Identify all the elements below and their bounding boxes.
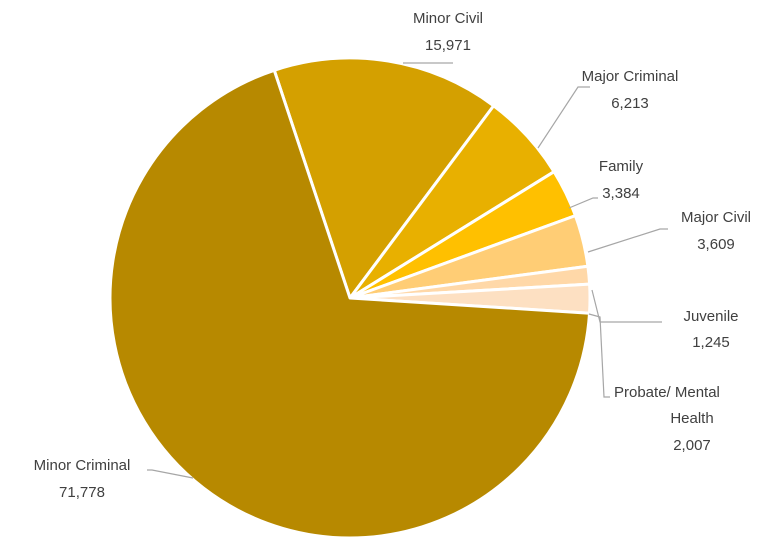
category-label-minor-criminal: Minor Criminal bbox=[34, 457, 131, 474]
data-labels: Minor Civil 15,971 Major Criminal 6,213 Fami… bbox=[34, 10, 751, 501]
leader-line-minor-criminal bbox=[147, 469, 194, 479]
leader-line-major-criminal bbox=[537, 86, 590, 149]
category-label-major-civil: Major Civil bbox=[681, 209, 751, 226]
pie-slice-minor-criminal bbox=[108, 68, 592, 537]
value-label-major-criminal: 6,213 bbox=[611, 95, 649, 112]
category-label-major-criminal: Major Criminal bbox=[582, 68, 679, 85]
leader-line-family bbox=[568, 197, 598, 209]
category-label-probate-mental-health-line-2: Health bbox=[670, 410, 713, 427]
value-label-juvenile: 1,245 bbox=[692, 334, 730, 351]
leader-line-major-civil bbox=[587, 228, 668, 253]
category-label-minor-civil: Minor Civil bbox=[413, 10, 483, 27]
value-label-major-civil: 3,609 bbox=[697, 236, 735, 253]
category-label-juvenile: Juvenile bbox=[683, 308, 738, 325]
value-label-minor-civil: 15,971 bbox=[425, 37, 471, 54]
pie-slices bbox=[108, 56, 592, 537]
category-label-family: Family bbox=[599, 158, 644, 175]
value-label-probate-mental-health: 2,007 bbox=[673, 437, 711, 454]
category-label-probate-mental-health-line-1: Probate/ Mental bbox=[614, 384, 720, 401]
leader-lines bbox=[147, 62, 668, 479]
pie-slice-minor-civil bbox=[272, 56, 496, 300]
leader-line-probate-mental-health bbox=[588, 313, 610, 398]
value-label-family: 3,384 bbox=[602, 185, 640, 202]
leader-line-juvenile bbox=[591, 289, 662, 323]
value-label-minor-criminal: 71,778 bbox=[59, 484, 105, 501]
